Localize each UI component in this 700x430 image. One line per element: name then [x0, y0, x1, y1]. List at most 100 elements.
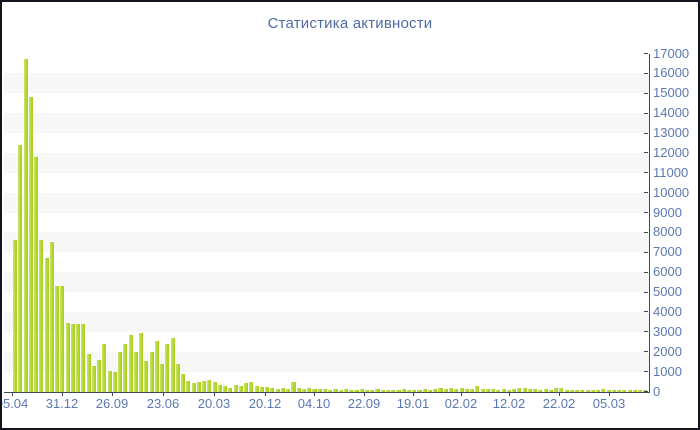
bar	[123, 343, 128, 392]
bar	[207, 379, 212, 392]
y-axis-tick-label: 12000	[653, 144, 690, 160]
bar	[128, 334, 133, 392]
bar	[385, 389, 391, 392]
bar	[601, 389, 606, 392]
bar	[643, 390, 648, 392]
bar	[427, 389, 433, 392]
bar	[343, 388, 349, 392]
bar	[433, 388, 438, 392]
bar	[223, 385, 228, 392]
x-axis-tick	[214, 392, 215, 396]
bar	[470, 388, 475, 392]
bar	[228, 387, 233, 392]
bar	[517, 388, 522, 392]
bar	[359, 389, 364, 392]
x-axis-tick-label: 05.03	[592, 396, 626, 411]
bar	[459, 388, 464, 392]
bar	[70, 323, 75, 392]
bar	[611, 389, 616, 392]
x-axis-tick-label: 02.02	[444, 396, 478, 411]
bar	[527, 388, 532, 392]
bar	[60, 286, 65, 392]
y-axis-tick-label: 2000	[653, 343, 682, 359]
bar	[575, 389, 580, 392]
bar	[627, 389, 632, 392]
bar	[638, 389, 643, 392]
bar	[443, 388, 448, 392]
bar	[149, 351, 154, 392]
bar	[512, 389, 517, 392]
bar	[375, 389, 380, 392]
bar	[34, 156, 39, 392]
bar	[133, 351, 138, 392]
x-axis-tick	[62, 392, 63, 396]
bar	[65, 322, 70, 392]
bar	[554, 387, 559, 392]
bar	[349, 389, 354, 392]
bar	[496, 389, 501, 392]
y-axis-tick	[644, 132, 648, 134]
bar	[86, 353, 91, 392]
y-axis-tick	[644, 92, 648, 94]
y-axis-tick	[644, 152, 648, 154]
bar	[49, 242, 54, 392]
bar	[585, 389, 590, 392]
y-axis-tick-label: 0	[653, 383, 661, 399]
bar	[622, 389, 627, 392]
y-axis-tick	[644, 212, 648, 214]
bar	[18, 144, 23, 392]
bar	[270, 387, 275, 392]
bar	[107, 370, 112, 392]
bar	[543, 389, 548, 392]
y-axis-tick	[644, 291, 648, 293]
bar	[291, 381, 296, 392]
x-axis-tick-label: 05.04	[2, 396, 29, 411]
bar	[564, 389, 569, 392]
y-axis-tick	[644, 371, 648, 373]
x-axis-tick	[559, 392, 560, 396]
bar	[212, 381, 217, 392]
x-axis-tick	[12, 392, 13, 396]
bar	[275, 388, 280, 392]
bar	[506, 389, 511, 392]
bar	[454, 388, 459, 392]
bar	[370, 389, 375, 392]
x-axis-tick-label: 04.10	[297, 396, 331, 411]
bar	[175, 363, 180, 392]
bar	[265, 387, 270, 392]
bar	[338, 389, 343, 392]
bar	[202, 380, 207, 392]
x-axis-tick-label: 23.06	[146, 396, 180, 411]
bar	[296, 387, 301, 392]
bar	[328, 389, 333, 392]
y-axis-tick-label: 3000	[653, 323, 682, 339]
bar	[165, 343, 170, 392]
x-axis-tick	[112, 392, 113, 396]
bar	[181, 373, 186, 392]
bar	[254, 385, 259, 392]
bar	[501, 389, 506, 392]
y-axis-tick	[644, 112, 648, 114]
bar	[244, 382, 249, 392]
bar	[312, 388, 317, 392]
y-axis-tick	[644, 172, 648, 174]
gridline-band	[4, 152, 649, 173]
bar	[307, 387, 312, 392]
y-axis-tick	[644, 331, 648, 333]
x-axis-tick-label: 20.12	[248, 396, 282, 411]
y-axis-tick-label: 6000	[653, 264, 682, 280]
y-axis-tick-label: 7000	[653, 244, 682, 260]
bar	[139, 332, 144, 392]
y-axis-tick-label: 17000	[653, 45, 690, 61]
bar	[533, 389, 538, 392]
y-axis-tick-label: 13000	[653, 125, 690, 141]
bar	[280, 387, 285, 392]
bar	[39, 240, 44, 392]
x-axis-tick	[461, 392, 462, 396]
gridline-band	[4, 232, 649, 253]
gridline-band	[4, 351, 649, 372]
bar	[396, 389, 401, 392]
bar	[322, 388, 328, 392]
bar	[186, 380, 191, 392]
gridline-band	[4, 192, 649, 213]
